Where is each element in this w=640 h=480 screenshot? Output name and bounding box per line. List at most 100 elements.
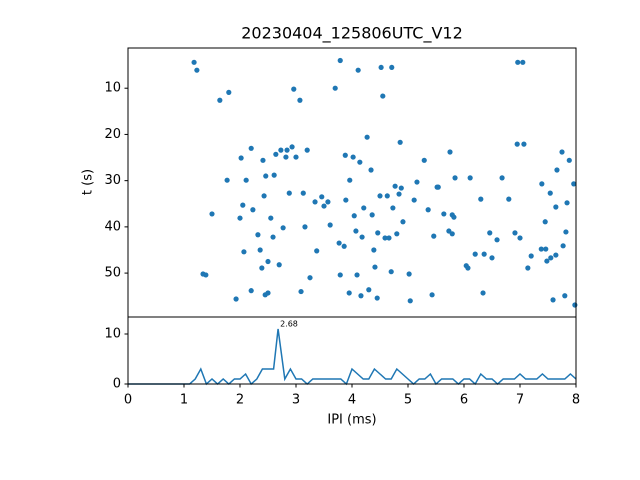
- scatter-point: [562, 293, 568, 299]
- scatter-point: [478, 196, 484, 202]
- scatter-point: [372, 264, 378, 270]
- scatter-point: [194, 67, 200, 73]
- x-tick-label: 8: [572, 393, 580, 408]
- scatter-point: [386, 235, 392, 241]
- scatter-point: [337, 57, 343, 64]
- scatter-point: [528, 253, 534, 259]
- x-tick-label: 2: [236, 393, 244, 408]
- scatter-point: [312, 199, 318, 205]
- scatter-point: [512, 230, 518, 236]
- scatter-point: [388, 269, 394, 275]
- scatter-point: [300, 190, 306, 196]
- scatter-point: [400, 219, 406, 225]
- scatter-point: [314, 248, 320, 254]
- scatter-point: [499, 175, 505, 181]
- scatter-point: [359, 234, 365, 240]
- scatter-point: [425, 207, 431, 213]
- x-tick-label: 0: [124, 393, 132, 408]
- scatter-point: [261, 193, 267, 199]
- scatter-point: [378, 64, 384, 71]
- scatter-point: [525, 265, 531, 271]
- plot-area: [128, 317, 576, 384]
- y-tick-label: 20: [104, 127, 121, 142]
- scatter-point: [411, 197, 417, 203]
- scatter-point: [354, 272, 360, 278]
- scatter-point: [382, 235, 388, 241]
- scatter-point: [347, 177, 353, 183]
- scatter-point: [392, 183, 398, 189]
- y-axis-label: t (s): [81, 169, 96, 195]
- scatter-point: [224, 177, 230, 183]
- scatter-point: [243, 177, 249, 183]
- scatter-point: [554, 167, 560, 173]
- scatter-point: [248, 288, 254, 294]
- scatter-point: [302, 224, 308, 230]
- scatter-point: [447, 149, 453, 155]
- scatter-point: [284, 147, 290, 153]
- scatter-point: [240, 202, 246, 208]
- scatter-point: [371, 247, 377, 253]
- scatter-point: [278, 147, 284, 153]
- scatter-point: [357, 159, 363, 165]
- scatter-point: [544, 258, 550, 264]
- scatter-point: [304, 147, 310, 153]
- scatter-point: [268, 215, 274, 221]
- scatter-point: [327, 222, 333, 228]
- scatter-point: [276, 262, 282, 268]
- scatter-point: [515, 59, 521, 65]
- scatter-point: [374, 295, 380, 301]
- scatter-point: [291, 86, 297, 92]
- scatter-point: [265, 258, 271, 265]
- scatter-point: [414, 179, 420, 185]
- scatter-point: [514, 141, 520, 147]
- histogram-line: [128, 328, 577, 386]
- scatter-point: [390, 205, 396, 211]
- peak-annotation: 2.68: [280, 320, 298, 329]
- scatter-point: [407, 298, 413, 304]
- scatter-point: [487, 230, 493, 236]
- scatter-point: [434, 184, 440, 190]
- scatter-point: [452, 175, 458, 181]
- scatter-point: [441, 211, 447, 217]
- scatter-point: [467, 175, 473, 181]
- x-axis-label: IPI (ms): [327, 413, 376, 428]
- y-tick-label: 10: [104, 81, 121, 96]
- scatter-point: [336, 240, 342, 246]
- scatter-point: [286, 190, 292, 196]
- scatter-point: [358, 293, 364, 299]
- scatter-point: [346, 290, 352, 296]
- scatter-point: [396, 191, 402, 197]
- x-tick-label: 5: [404, 393, 412, 408]
- scatter-point: [542, 219, 548, 225]
- scatter-point: [375, 230, 381, 236]
- scatter-point: [449, 231, 455, 237]
- scatter-point: [209, 211, 215, 217]
- scatter-point: [364, 134, 370, 140]
- plot-area: [128, 48, 576, 317]
- scatter-point: [553, 252, 559, 258]
- scatter-point: [263, 173, 269, 179]
- scatter-point: [191, 59, 197, 65]
- y-tick-label: 40: [104, 219, 121, 234]
- scatter-point: [353, 228, 359, 234]
- chart-title: 20230404_125806UTC_V12: [241, 24, 463, 44]
- scatter-point: [307, 275, 313, 281]
- x-tick-label: 7: [516, 393, 524, 408]
- scatter-point: [451, 214, 457, 220]
- scatter-point: [572, 302, 578, 308]
- scatter-point: [389, 64, 395, 71]
- scatter-point: [472, 251, 478, 257]
- scatter-point: [273, 151, 279, 157]
- scatter-point: [366, 287, 372, 293]
- scatter-point: [325, 199, 331, 205]
- scatter-point: [539, 181, 545, 187]
- scatter-point: [571, 181, 577, 187]
- scatter-point: [377, 193, 383, 199]
- scatter-point: [394, 231, 400, 237]
- scatter-point: [406, 271, 412, 277]
- x-tick-label: 6: [460, 393, 468, 408]
- x-tick-label: 1: [180, 393, 188, 408]
- scatter-point: [538, 246, 544, 252]
- scatter-point: [203, 272, 209, 278]
